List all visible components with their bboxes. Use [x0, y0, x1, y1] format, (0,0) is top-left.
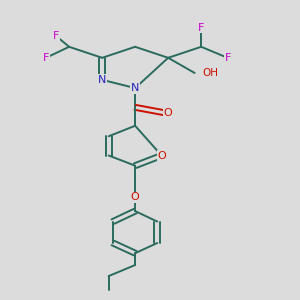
Text: N: N [131, 83, 139, 93]
Text: F: F [198, 22, 204, 32]
Text: OH: OH [203, 68, 219, 78]
Text: F: F [43, 53, 49, 63]
Text: F: F [224, 53, 231, 63]
Text: O: O [164, 108, 172, 118]
Text: O: O [157, 151, 166, 160]
Text: N: N [98, 75, 106, 85]
Text: F: F [53, 31, 59, 41]
Text: O: O [131, 192, 140, 202]
